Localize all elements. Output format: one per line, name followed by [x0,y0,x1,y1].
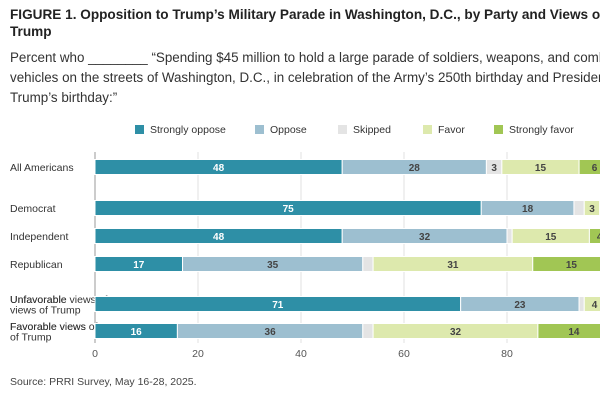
bar-segment-strongly-favor [532,256,600,272]
legend-swatch-skipped [338,125,347,134]
x-tick-label: 80 [501,348,513,360]
bar-segment-skipped [573,200,585,216]
category-label: Republican [10,259,63,271]
legend-label-strongly-oppose: Strongly oppose [150,124,226,136]
legend-label-skipped: Skipped [353,124,391,136]
bar-value-label: 75 [283,204,295,215]
x-tick-label: 0 [92,348,98,360]
bar-value-label: 3 [491,163,497,174]
bar-value-label: 16 [131,327,143,338]
chart-bars: 4828315675182324832115417352311571231411… [94,159,600,339]
category-label: Independent [10,231,68,243]
bar-value-label: 36 [265,327,277,338]
bar-value-label: 48 [213,232,225,243]
bar-value-label: 31 [447,260,459,271]
bar-segment-strongly-favor [537,323,600,339]
bar-value-label: 71 [272,300,284,311]
bar-value-label: 18 [522,204,534,215]
legend-label-favor: Favor [438,124,465,136]
chart-title: FIGURE 1. Opposition to Trump’s Military… [10,7,600,39]
bar-segment-strongly-favor [578,159,600,175]
bar-value-label: 14 [568,327,580,338]
source-note: Source: PRRI Survey, May 16-28, 2025. [10,376,197,388]
bar-value-label: 32 [419,232,431,243]
legend-label-strongly-favor: Strongly favor [509,124,574,136]
bar-segment-skipped [362,323,374,339]
x-tick-label: 40 [295,348,307,360]
chart-subtitle: Percent who ________ “Spending $45 milli… [10,50,600,105]
chart-gridlines [94,152,508,343]
legend-label-oppose: Oppose [270,124,307,136]
bar-segment-favor [583,296,600,312]
bar-value-label: 17 [133,260,145,271]
bar-value-label: 35 [267,260,279,271]
bar-value-label: 15 [535,163,547,174]
x-axis-ticks: 0 20 40 60 80 [92,348,513,360]
bar-value-label: 48 [213,163,225,174]
bar-value-label: 4 [592,300,598,311]
chart-legend: Strongly oppose Oppose Skipped Favor Strongl… [135,124,574,136]
bar-value-label: 23 [514,300,526,311]
bar-segment-skipped [362,256,374,272]
x-tick-label: 60 [398,348,410,360]
bar-value-label: 3 [589,204,595,215]
bar-value-label: 6 [592,163,598,174]
legend-swatch-strongly-favor [494,125,503,134]
category-label: Democrat [10,203,56,215]
category-label: All Americans [10,162,74,174]
bar-segment-skipped [578,296,585,312]
bar-value-label: 4 [597,232,600,243]
bar-value-label: 32 [450,327,462,338]
category-labels: All Americans Democrat Independent Republic… [10,162,140,344]
bar-value-label: 15 [566,260,578,271]
legend-swatch-strongly-oppose [135,125,144,134]
bar-value-label: 15 [545,232,557,243]
bar-segment-skipped [506,228,513,244]
x-tick-label: 20 [192,348,204,360]
legend-swatch-oppose [255,125,264,134]
bar-value-label: 28 [409,163,421,174]
legend-swatch-favor [423,125,432,134]
